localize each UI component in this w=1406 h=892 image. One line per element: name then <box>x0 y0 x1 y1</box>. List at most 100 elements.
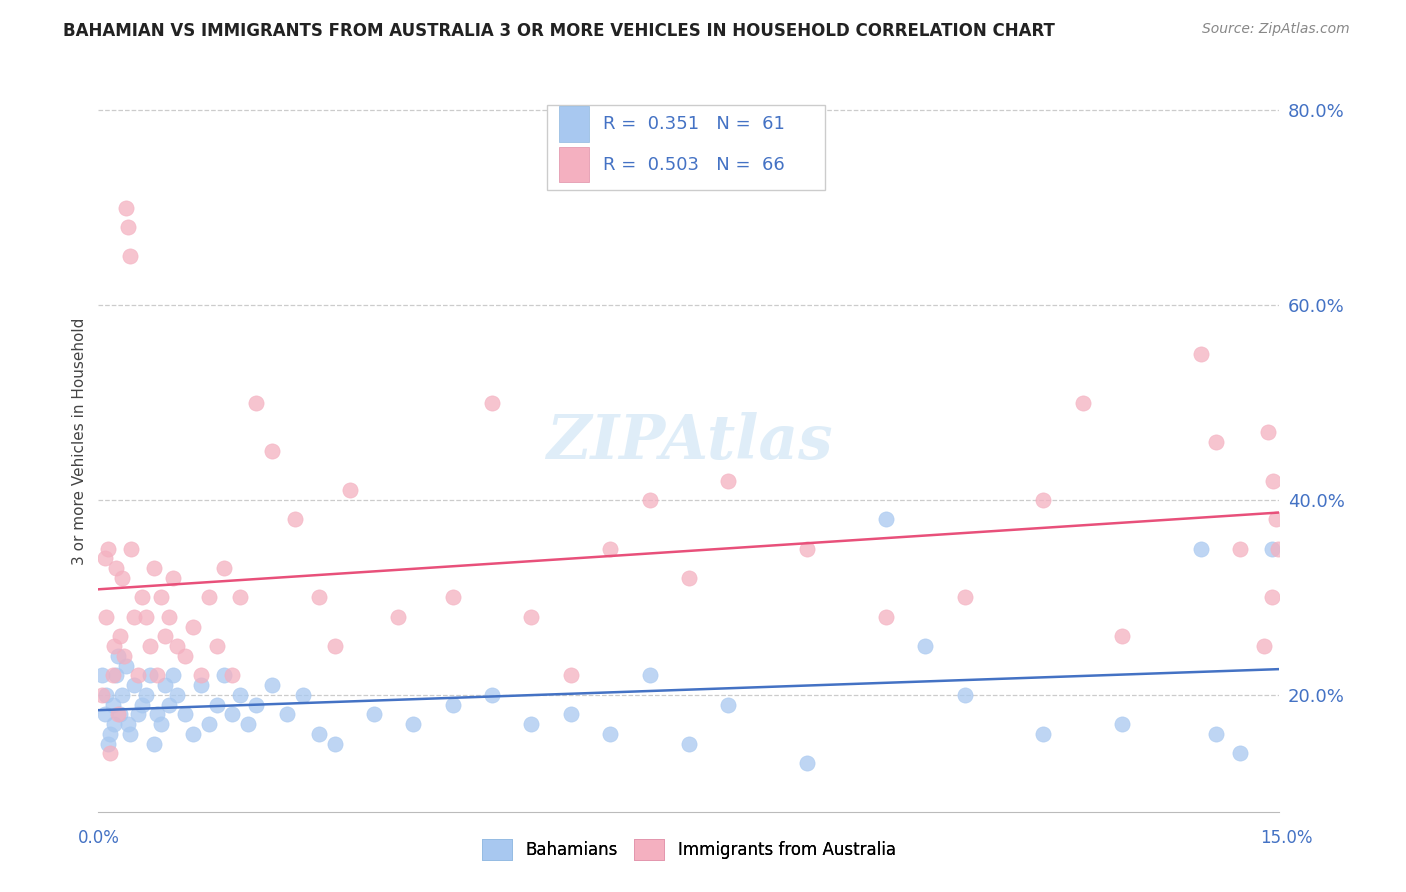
Point <box>1257 425 1279 439</box>
Point <box>1032 727 1054 741</box>
Point <box>122 610 145 624</box>
Point <box>197 717 219 731</box>
Point <box>875 512 897 526</box>
Point <box>127 668 149 682</box>
Point <box>107 648 129 663</box>
Point <box>115 658 138 673</box>
Point <box>205 639 228 653</box>
Point <box>142 561 165 575</box>
Point <box>1111 717 1133 731</box>
Text: Source: ZipAtlas.com: Source: ZipAtlas.com <box>1202 22 1350 37</box>
Point <box>138 668 160 682</box>
Point <box>520 717 543 731</box>
Text: 0.0%: 0.0% <box>77 829 120 847</box>
Point <box>363 707 385 722</box>
Point <box>276 707 298 722</box>
Point <box>599 541 621 556</box>
Point <box>1263 474 1285 488</box>
Point <box>914 639 936 653</box>
Point <box>146 707 169 722</box>
Point <box>717 698 740 712</box>
Point <box>150 717 173 731</box>
Point <box>104 668 127 682</box>
Point <box>110 707 132 722</box>
Point <box>236 717 259 731</box>
Point <box>162 668 184 682</box>
Point <box>323 639 346 653</box>
Point <box>122 678 145 692</box>
Point <box>135 610 157 624</box>
Point <box>402 717 425 731</box>
Text: 15.0%: 15.0% <box>1260 829 1313 847</box>
Point <box>245 698 267 712</box>
Point <box>1260 591 1282 605</box>
Point <box>1032 493 1054 508</box>
Point <box>260 444 283 458</box>
Bar <box>560 106 589 142</box>
Point <box>339 483 361 498</box>
Text: BAHAMIAN VS IMMIGRANTS FROM AUSTRALIA 3 OR MORE VEHICLES IN HOUSEHOLD CORRELATIO: BAHAMIAN VS IMMIGRANTS FROM AUSTRALIA 3 … <box>63 22 1054 40</box>
Point <box>98 746 121 760</box>
Point <box>115 201 138 215</box>
Point <box>197 591 219 605</box>
Point <box>1205 727 1227 741</box>
Point <box>98 727 121 741</box>
Point <box>638 493 661 508</box>
Point <box>157 610 180 624</box>
Text: R =  0.503   N =  66: R = 0.503 N = 66 <box>603 155 785 174</box>
Point <box>441 698 464 712</box>
Point <box>96 610 118 624</box>
Point <box>214 668 236 682</box>
Point <box>142 737 165 751</box>
Point <box>560 707 582 722</box>
Point <box>146 668 169 682</box>
Point <box>387 610 409 624</box>
Point <box>107 707 129 722</box>
Point <box>127 707 149 722</box>
Point <box>441 591 464 605</box>
Point <box>323 737 346 751</box>
Point <box>520 610 543 624</box>
Point <box>284 512 307 526</box>
Point <box>117 220 139 235</box>
Point <box>560 668 582 682</box>
Point <box>166 688 188 702</box>
Point <box>155 678 177 692</box>
Point <box>678 571 700 585</box>
Point <box>1205 434 1227 449</box>
Point <box>155 629 177 643</box>
Y-axis label: 3 or more Vehicles in Household: 3 or more Vehicles in Household <box>72 318 87 566</box>
Point <box>135 688 157 702</box>
Point <box>481 395 503 409</box>
Point <box>190 668 212 682</box>
Point <box>181 619 204 633</box>
Point <box>481 688 503 702</box>
Point <box>97 541 120 556</box>
Point <box>1189 347 1212 361</box>
Point <box>1111 629 1133 643</box>
Point <box>91 688 114 702</box>
Point <box>599 727 621 741</box>
Point <box>118 250 141 264</box>
Point <box>174 707 197 722</box>
Point <box>638 668 661 682</box>
Point <box>229 591 252 605</box>
Point <box>181 727 204 741</box>
Point <box>121 541 143 556</box>
Point <box>1260 541 1282 556</box>
Point <box>1071 395 1094 409</box>
Point <box>214 561 236 575</box>
Point <box>308 727 330 741</box>
Point <box>796 541 818 556</box>
Point <box>717 474 740 488</box>
Point <box>221 668 243 682</box>
Point <box>174 648 197 663</box>
Point <box>245 395 267 409</box>
Point <box>117 717 139 731</box>
Legend: Bahamians, Immigrants from Australia: Bahamians, Immigrants from Australia <box>475 832 903 866</box>
FancyBboxPatch shape <box>547 104 825 190</box>
Point <box>1189 541 1212 556</box>
Text: ZIPAtlas: ZIPAtlas <box>546 411 832 472</box>
Point <box>190 678 212 692</box>
Point <box>205 698 228 712</box>
